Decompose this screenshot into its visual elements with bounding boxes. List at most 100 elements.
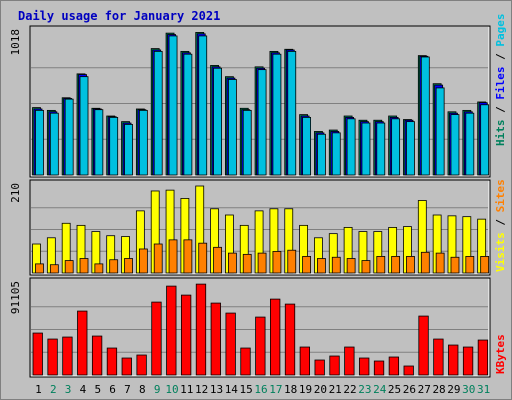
bar-sites-day-10 [168,239,178,274]
x-tick-label-day-6: 6 [109,383,116,396]
bar-pages-day-27 [420,56,430,176]
x-tick-label-day-16: 16 [254,383,267,396]
bar-pages-day-20 [317,133,326,176]
bar-kbytes-day-12 [195,283,207,376]
x-tick-label-day-29: 29 [447,383,460,396]
x-tick-label-day-12: 12 [195,383,208,396]
bar-sites-day-15 [242,253,252,274]
x-tick-label-day-21: 21 [329,383,342,396]
bar-pages-day-6 [109,117,119,176]
bar-sites-day-17 [272,251,282,274]
bar-sites-day-21 [331,256,341,274]
bar-sites-day-24 [376,256,386,274]
legend-item-pages: Pages [494,14,507,47]
legend-item-kbytes: KBytes [494,334,507,374]
x-tick-label-day-10: 10 [165,383,178,396]
bar-sites-day-22 [346,258,356,274]
x-tick-label-day-8: 8 [139,383,146,396]
bar-pages-day-3 [64,98,74,176]
x-tick-label-day-4: 4 [80,383,87,396]
bar-kbytes-day-31 [477,339,489,376]
bar-sites-day-27 [420,251,430,274]
x-tick-label-day-28: 28 [432,383,445,396]
bar-kbytes-day-22 [344,346,355,376]
bar-sites-day-31 [480,256,490,274]
bar-sites-day-20 [317,258,326,274]
x-tick-label-day-5: 5 [94,383,101,396]
bar-kbytes-day-13 [210,302,221,376]
bar-kbytes-day-10 [166,285,177,376]
x-tick-label-day-24: 24 [373,383,387,396]
legend-top: Hits / Files / Pages [494,14,507,147]
bar-sites-day-13 [213,246,222,274]
bar-kbytes-day-23 [359,357,370,376]
x-tick-label-day-22: 22 [343,383,356,396]
y-max-label: 1018 [9,29,22,56]
bar-kbytes-day-16 [255,316,266,376]
bar-pages-day-18 [287,50,297,176]
bar-pages-day-5 [94,109,104,176]
bar-pages-day-28 [435,87,445,176]
bar-pages-day-8 [138,109,148,176]
bar-sites-day-29 [450,256,460,274]
bar-pages-day-4 [79,76,89,176]
bar-kbytes-day-27 [418,315,429,376]
bar-kbytes-day-14 [225,312,236,376]
x-tick-label-day-25: 25 [388,383,401,396]
x-tick-label-day-20: 20 [314,383,327,396]
bar-kbytes-day-17 [270,298,281,376]
legend-separator: / [494,212,507,232]
bar-pages-day-16 [257,69,267,176]
chart-panel-bottom: 91105 KBytes [9,277,507,378]
bar-kbytes-day-28 [433,338,444,376]
x-tick-label-day-15: 15 [240,383,253,396]
x-tick-label-day-27: 27 [418,383,431,396]
bar-sites-day-30 [465,256,475,274]
chart-panel-middle: 210 Visits / Sites [9,179,507,276]
bar-kbytes-day-30 [462,346,474,376]
x-tick-label-day-13: 13 [210,383,223,396]
x-tick-label-day-19: 19 [299,383,312,396]
bar-sites-day-9 [153,243,163,274]
bar-kbytes-day-11 [180,294,192,376]
x-tick-label-day-31: 31 [477,383,490,396]
chart-title: Daily usage for January 2021 [18,9,220,23]
bar-pages-day-15 [242,109,252,176]
bar-pages-day-13 [213,67,222,176]
legend-separator: / [494,100,507,120]
bar-sites-day-25 [391,256,401,274]
bar-pages-day-22 [346,118,356,176]
bar-sites-day-5 [94,263,104,274]
bar-sites-day-26 [406,256,415,274]
bar-sites-day-2 [49,264,59,274]
bar-sites-day-19 [302,256,311,274]
bar-pages-day-1 [35,109,44,176]
bar-kbytes-day-1 [32,332,43,376]
legend-item-files: Files [494,67,507,100]
bar-pages-day-11 [183,53,193,176]
bar-pages-day-7 [124,124,133,176]
bar-kbytes-day-19 [299,346,310,376]
bar-sites-day-3 [64,260,74,274]
bar-pages-day-17 [272,53,282,176]
y-max-label: 210 [9,183,22,203]
legend-item-visits: Visits [494,232,507,272]
bar-sites-day-23 [361,260,371,274]
chart-panel-top: 1018 Hits / Files / Pages [9,14,507,178]
bar-kbytes-day-5 [91,335,103,376]
x-tick-label-day-17: 17 [269,383,282,396]
x-tick-label-day-2: 2 [50,383,57,396]
bar-kbytes-day-8 [136,354,147,376]
bar-kbytes-day-7 [121,357,132,376]
legend-item-hits: Hits [494,120,507,147]
bar-pages-day-29 [450,114,460,176]
bar-pages-day-14 [228,79,237,176]
bar-pages-day-26 [406,121,415,176]
legend-middle: Visits / Sites [494,179,507,272]
bar-sites-day-28 [435,252,445,274]
bar-pages-day-9 [153,50,163,176]
bar-pages-day-2 [49,112,59,176]
bar-kbytes-day-20 [314,359,325,376]
bar-pages-day-10 [168,35,178,176]
